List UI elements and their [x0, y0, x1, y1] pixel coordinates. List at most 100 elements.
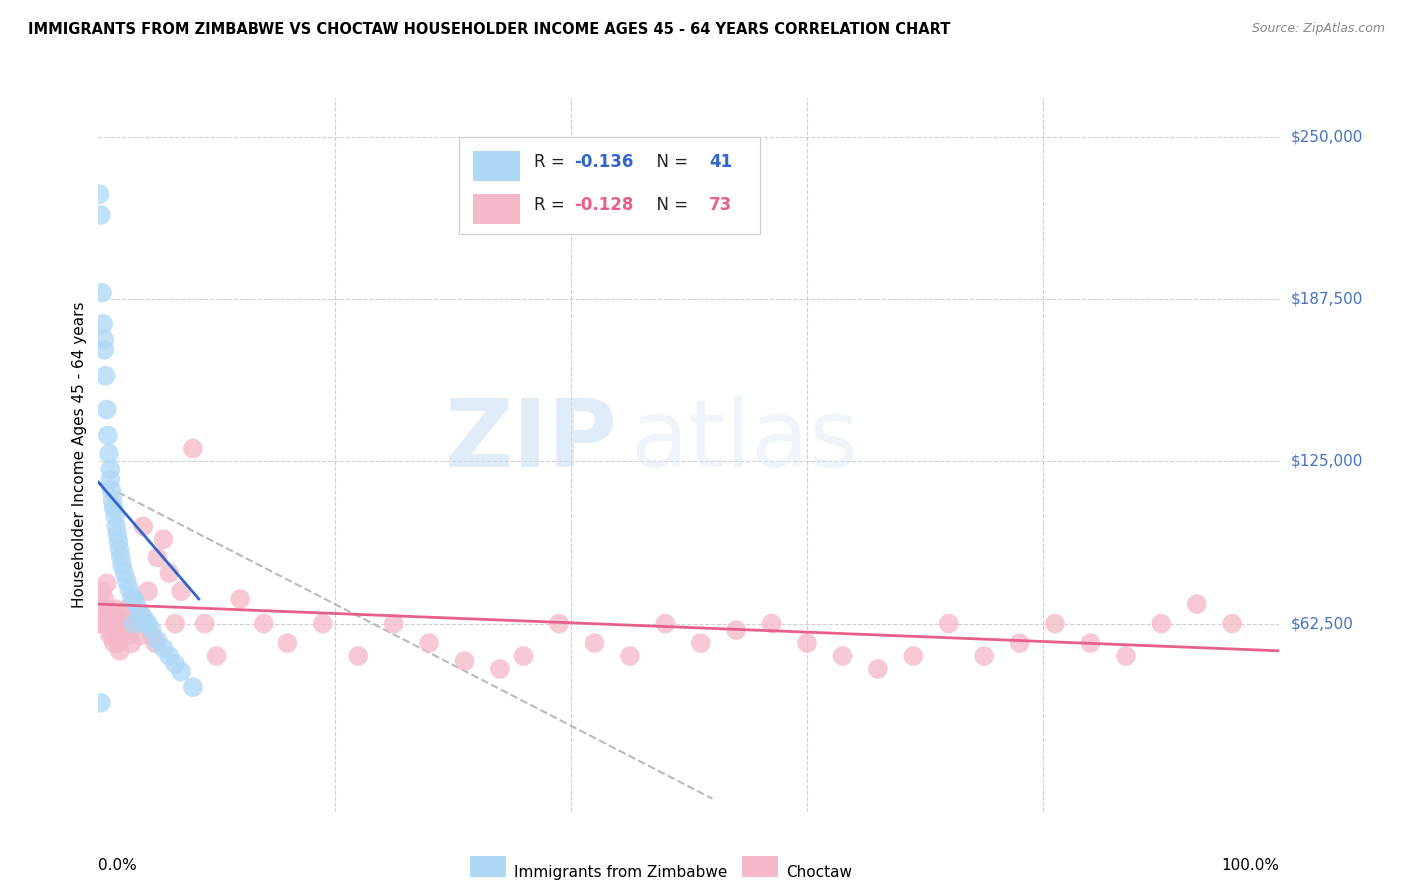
Point: [111, 610, 134, 624]
Point: [125, 616, 148, 631]
Point: [118, 628, 141, 642]
Point: [89, 187, 111, 202]
Point: [1150, 616, 1173, 631]
Point: [583, 636, 606, 650]
Point: [90, 616, 112, 631]
Point: [94, 610, 117, 624]
Point: [125, 597, 148, 611]
Point: [205, 648, 228, 663]
Point: [418, 636, 440, 650]
Point: [135, 616, 157, 631]
Text: 73: 73: [709, 196, 733, 214]
Text: -0.136: -0.136: [575, 153, 634, 171]
Point: [831, 648, 853, 663]
Point: [347, 648, 370, 663]
Point: [122, 591, 145, 606]
Point: [110, 623, 132, 637]
Point: [157, 648, 180, 663]
Point: [118, 582, 141, 596]
Point: [121, 636, 143, 650]
Point: [136, 616, 159, 631]
Text: N =: N =: [647, 196, 693, 214]
Point: [98, 602, 121, 616]
Text: $250,000: $250,000: [1291, 129, 1362, 145]
Text: atlas: atlas: [630, 394, 858, 487]
Bar: [742, 856, 778, 878]
Bar: [472, 151, 520, 181]
Point: [103, 501, 125, 516]
Point: [170, 665, 193, 679]
Point: [110, 550, 132, 565]
Point: [654, 616, 676, 631]
Point: [619, 648, 641, 663]
Point: [103, 636, 125, 650]
Point: [129, 628, 152, 642]
Point: [121, 590, 143, 604]
Point: [108, 542, 131, 557]
Point: [89, 616, 111, 631]
Bar: [458, 137, 759, 234]
Point: [97, 616, 120, 631]
Point: [938, 616, 960, 631]
Point: [1220, 616, 1243, 631]
Point: [122, 616, 145, 631]
Point: [796, 636, 818, 650]
Point: [90, 208, 112, 222]
Point: [94, 368, 117, 383]
Point: [93, 591, 115, 606]
Text: Source: ZipAtlas.com: Source: ZipAtlas.com: [1251, 22, 1385, 36]
Point: [689, 636, 711, 650]
Point: [973, 648, 995, 663]
Point: [312, 616, 335, 631]
Point: [143, 636, 166, 650]
Point: [135, 616, 157, 631]
Point: [105, 602, 128, 616]
Point: [157, 566, 180, 580]
Point: [91, 584, 114, 599]
Text: R =: R =: [534, 196, 571, 214]
Point: [146, 550, 169, 565]
Point: [98, 462, 121, 476]
Point: [866, 662, 889, 676]
Point: [132, 519, 155, 533]
Point: [903, 648, 925, 663]
Point: [276, 636, 298, 650]
Point: [105, 628, 128, 642]
Point: [152, 641, 174, 656]
Point: [115, 602, 138, 616]
Bar: [472, 194, 520, 224]
Y-axis label: Householder Income Ages 45 - 64 years: Householder Income Ages 45 - 64 years: [72, 301, 87, 608]
Text: Immigrants from Zimbabwe: Immigrants from Zimbabwe: [515, 865, 727, 880]
Point: [1043, 616, 1066, 631]
Point: [101, 628, 124, 642]
Text: R =: R =: [534, 153, 571, 171]
Text: -0.128: -0.128: [575, 196, 634, 214]
Text: $125,000: $125,000: [1291, 454, 1362, 469]
Point: [112, 616, 135, 631]
Point: [100, 616, 122, 631]
Point: [122, 591, 145, 606]
Point: [105, 527, 128, 541]
Point: [91, 285, 114, 300]
Point: [512, 648, 534, 663]
Point: [1080, 636, 1102, 650]
Point: [112, 566, 135, 580]
Point: [111, 558, 134, 573]
Point: [1008, 636, 1031, 650]
Text: 0.0%: 0.0%: [98, 858, 138, 873]
Point: [136, 584, 159, 599]
Point: [96, 402, 118, 417]
Text: $187,500: $187,500: [1291, 292, 1362, 307]
Bar: [471, 856, 506, 878]
Point: [489, 662, 512, 676]
Point: [146, 633, 169, 648]
Point: [104, 616, 127, 631]
Point: [98, 628, 121, 642]
Point: [1115, 648, 1137, 663]
Point: [105, 519, 128, 533]
Point: [181, 680, 204, 694]
Point: [91, 602, 114, 616]
Point: [141, 628, 163, 642]
Point: [253, 616, 276, 631]
Text: Choctaw: Choctaw: [786, 865, 852, 880]
